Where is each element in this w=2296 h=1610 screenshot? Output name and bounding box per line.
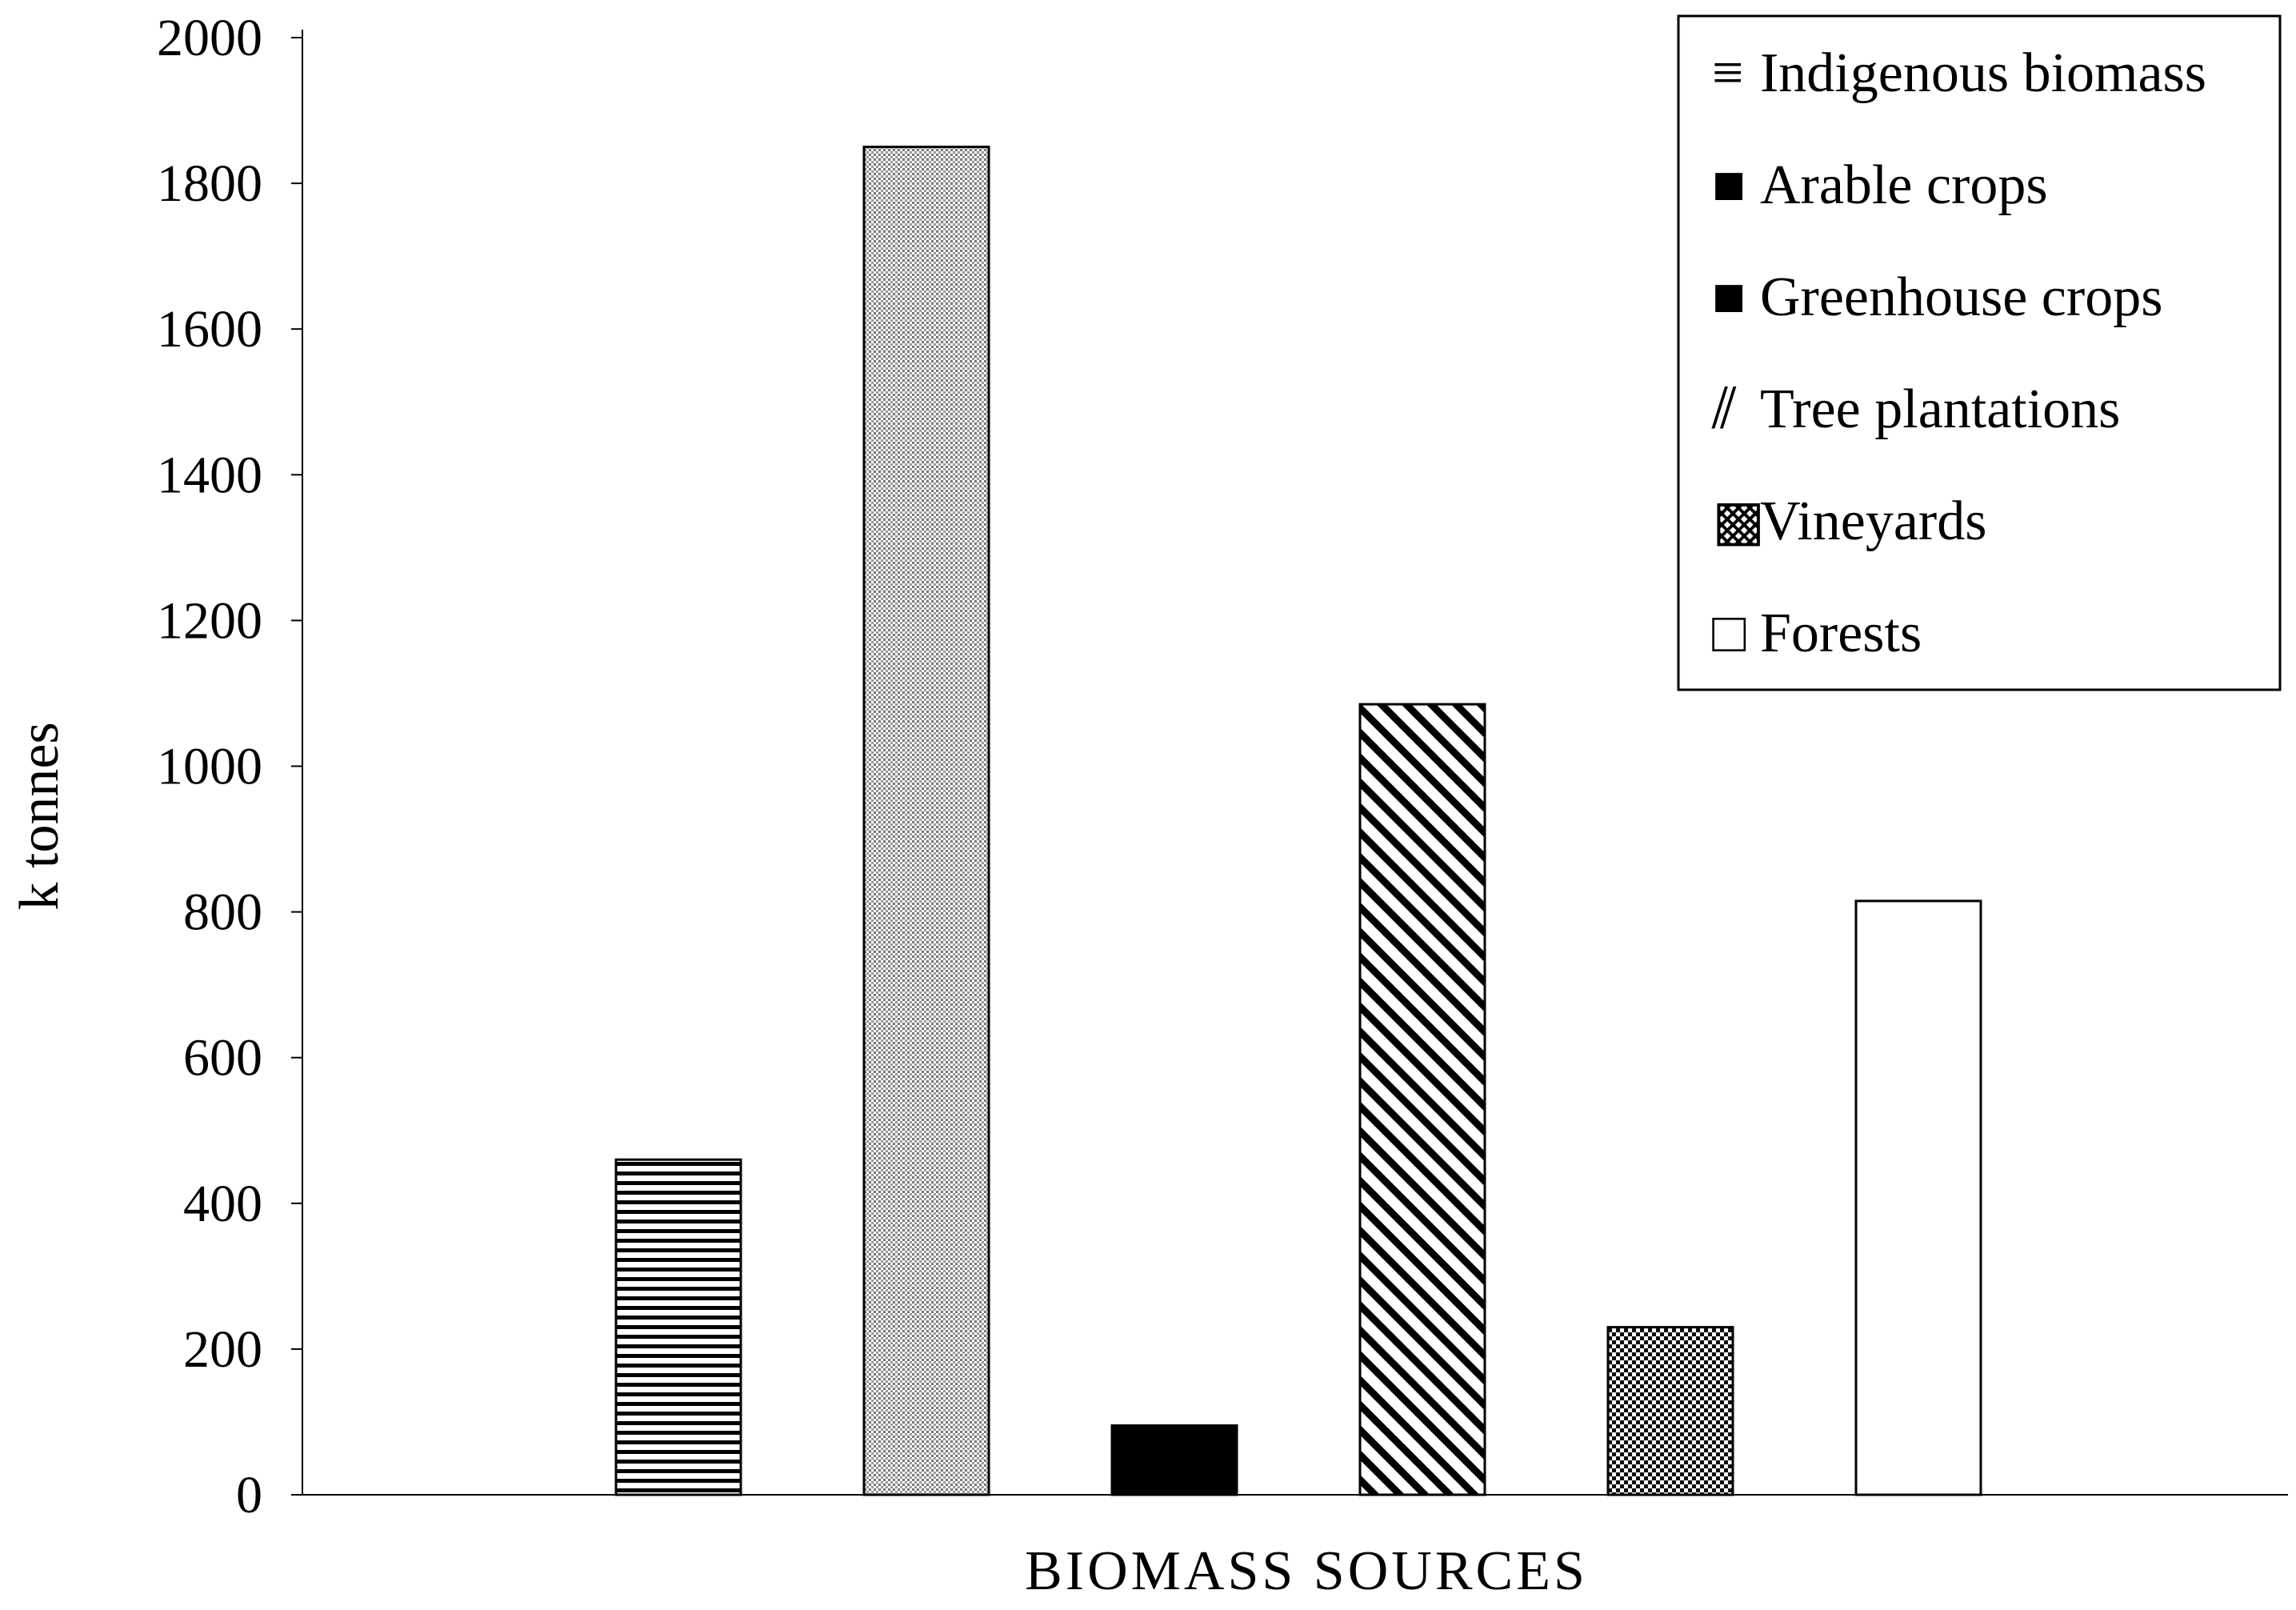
legend-item: ▩Vineyards (1712, 491, 1987, 552)
bar-arable-crops (862, 146, 990, 1496)
y-tick-label: 0 (236, 1466, 262, 1524)
legend-item: ⫽ Tree plantations (1711, 378, 2120, 440)
legend-swatch-icon: ■ (1712, 154, 1746, 216)
x-axis-title: BIOMASS SOURCES (1025, 1540, 1588, 1602)
legend-item: □ Forests (1712, 603, 1922, 664)
legend-swatch-icon: ≡ (1712, 42, 1743, 104)
y-tick-label: 1800 (157, 154, 262, 213)
y-tick-label: 800 (183, 883, 262, 942)
legend-label: Greenhouse crops (1760, 266, 2162, 328)
bar-indigenous-biomass (614, 1158, 742, 1496)
y-tick-label: 1200 (157, 591, 262, 650)
legend-label: Vineyards (1760, 491, 1987, 552)
legend-swatch-icon: ■ (1712, 266, 1746, 328)
legend-item: ■ Arable crops (1712, 154, 2048, 216)
bar-tree-plantations (1358, 703, 1486, 1496)
legend: ≡ Indigenous biomass■ Arable crops■ Greenho… (1677, 14, 2282, 691)
legend-swatch-icon: □ (1712, 603, 1746, 664)
bar-greenhouse-crops (1110, 1424, 1238, 1496)
y-tick-label: 400 (183, 1175, 262, 1233)
legend-swatch-icon: ▩ (1712, 491, 1765, 552)
legend-label: Tree plantations (1760, 378, 2120, 440)
legend-label: Arable crops (1760, 154, 2048, 216)
legend-swatch-icon: ⫽ (1711, 378, 1737, 440)
bar-forests (1854, 899, 1982, 1496)
y-tick-label: 1000 (157, 738, 262, 796)
legend-label: Forests (1760, 603, 1922, 664)
legend-label: Indigenous biomass (1760, 42, 2206, 104)
y-tick-label: 2000 (157, 9, 262, 67)
y-tick-label: 1600 (157, 300, 262, 358)
bars-group (614, 146, 1982, 1496)
y-axis: 0 200 400 600 800 1000 1200 1400 1600 1800 2000 (157, 9, 303, 1524)
y-axis-title: k tonnes (9, 722, 70, 910)
y-tick-label: 1400 (157, 446, 262, 504)
legend-box (1677, 14, 2282, 691)
legend-item: ■ Greenhouse crops (1712, 266, 2162, 328)
legend-item: ≡ Indigenous biomass (1712, 42, 2206, 104)
bar-vineyards (1606, 1326, 1734, 1496)
y-tick-label: 600 (183, 1029, 262, 1087)
y-tick-label: 200 (183, 1320, 262, 1379)
